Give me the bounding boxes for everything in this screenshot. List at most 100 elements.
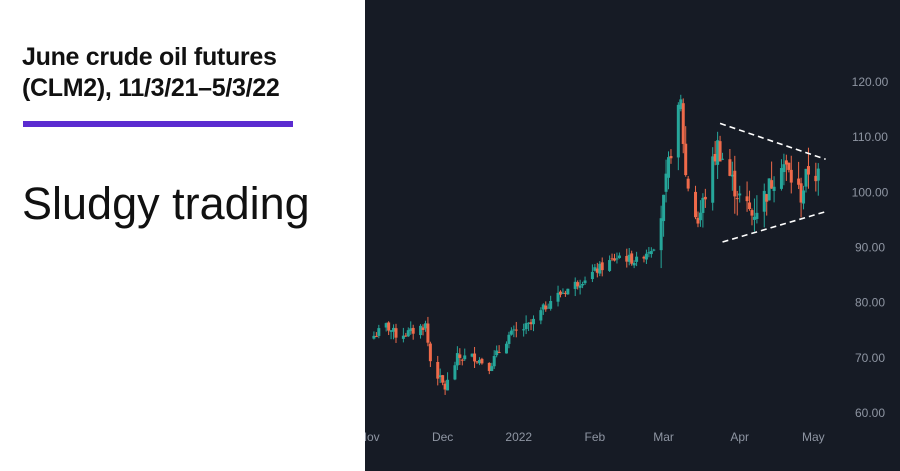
candle-body-up — [539, 310, 543, 321]
candle-body-up — [679, 99, 683, 110]
candle-body-down — [748, 202, 752, 210]
candle-body-down — [784, 160, 788, 165]
candle-body-down — [694, 191, 698, 218]
candle-body-up — [522, 329, 526, 331]
candle-body-up — [647, 252, 651, 254]
candle-body-up — [495, 350, 499, 356]
candle-body-up — [730, 174, 734, 177]
candle-body-down — [411, 327, 415, 334]
candle-body-up — [549, 300, 553, 309]
candle-body-down — [696, 217, 700, 224]
candle-body-up — [507, 334, 511, 344]
candle-body-down — [563, 292, 567, 294]
candle-body-up — [649, 251, 653, 255]
candle-body-up — [512, 329, 516, 331]
candle-body-up — [652, 249, 656, 251]
candle-body-down — [428, 343, 432, 362]
candle-body-up — [667, 157, 671, 178]
candle-body-up — [455, 353, 459, 366]
candle-body-up — [738, 193, 742, 196]
candle-body-up — [598, 263, 602, 274]
candle-body-up — [635, 256, 639, 262]
candle-body-up — [573, 281, 577, 289]
candle-body-up — [470, 353, 474, 357]
candle-body-up — [755, 212, 759, 219]
candle-body-down — [681, 103, 685, 144]
y-tick-label: 60.00 — [855, 406, 885, 420]
y-tick-label: 120.00 — [852, 75, 889, 89]
candle-body-up — [593, 267, 597, 271]
candle-body-up — [711, 156, 715, 203]
candle-body-up — [581, 283, 585, 286]
candle-body-down — [436, 362, 440, 379]
candle-body-down — [797, 178, 801, 185]
candle-body-down — [789, 169, 793, 183]
candle-body-down — [458, 354, 462, 358]
candle-body-down — [443, 383, 447, 390]
candle-body-up — [453, 365, 457, 380]
candle-body-up — [627, 254, 631, 262]
y-tick-label: 90.00 — [855, 241, 885, 255]
candle-body-down — [544, 305, 548, 310]
x-tick-label: Nov — [365, 430, 380, 444]
candle-body-up — [762, 190, 766, 212]
candle-body-down — [529, 322, 533, 325]
candle-body-down — [475, 361, 479, 363]
trendline-group — [719, 122, 826, 243]
candle-body-up — [419, 325, 423, 336]
candle-body-down — [610, 258, 614, 260]
trendline — [719, 122, 826, 161]
candle-body-up — [541, 304, 545, 310]
candle-body-up — [590, 271, 594, 280]
candle-series — [372, 94, 820, 395]
candle-body-down — [404, 335, 408, 337]
candle-body-down — [806, 166, 810, 175]
title-line-2: (CLM2), 11/3/21–5/3/22 — [22, 74, 280, 102]
candle-body-up — [561, 292, 565, 294]
candle-body-down — [814, 175, 818, 182]
candle-body-down — [480, 358, 484, 364]
x-tick-label: Apr — [730, 430, 749, 444]
candle-body-down — [497, 352, 501, 354]
chart-title: June crude oil futures (CLM2), 11/3/21–5… — [22, 42, 357, 104]
candle-body-up — [721, 158, 725, 160]
y-tick-label: 110.00 — [852, 130, 888, 144]
accent-bar — [23, 121, 293, 127]
y-tick-label: 100.00 — [852, 185, 889, 199]
candle-body-up — [615, 258, 619, 260]
title-line-1: June crude oil futures — [22, 43, 277, 71]
candle-body-up — [531, 318, 535, 325]
price-chart: 60.00 70.00 80.00 90.00 100.00 110.00 120.00 N… — [365, 0, 900, 471]
x-tick-label: May — [802, 430, 825, 444]
candle-body-up — [767, 178, 771, 201]
candle-body-up — [546, 307, 550, 309]
x-tick-label: Mar — [653, 430, 674, 444]
candle-body-up — [782, 164, 786, 173]
candle-body-up — [527, 322, 531, 324]
candle-body-down — [374, 336, 378, 338]
candle-body-down — [787, 162, 791, 170]
candle-body-down — [770, 180, 774, 189]
candle-body-down — [394, 328, 398, 338]
candle-body-up — [423, 323, 427, 329]
candle-body-up — [752, 216, 756, 220]
candlestick-plot: 60.00 70.00 80.00 90.00 100.00 110.00 120.00 N… — [365, 75, 889, 444]
candle-body-down — [669, 156, 673, 159]
candle-body-up — [409, 328, 413, 332]
candle-body-down — [487, 362, 491, 371]
candle-body-up — [504, 343, 508, 354]
candle-body-up — [701, 197, 705, 213]
candle-body-down — [558, 291, 562, 295]
candle-body-up — [377, 328, 381, 336]
candle-body-down — [745, 196, 749, 202]
candle-body-up — [477, 359, 481, 364]
candle-body-down — [426, 323, 430, 343]
candle-body-up — [779, 168, 783, 189]
candle-body-up — [392, 327, 396, 332]
candle-body-up — [802, 190, 806, 204]
candle-body-down — [600, 262, 604, 271]
candle-body-up — [566, 288, 570, 295]
x-tick-label: Dec — [432, 430, 453, 444]
candle-body-up — [716, 140, 720, 165]
candle-body-down — [630, 253, 634, 264]
